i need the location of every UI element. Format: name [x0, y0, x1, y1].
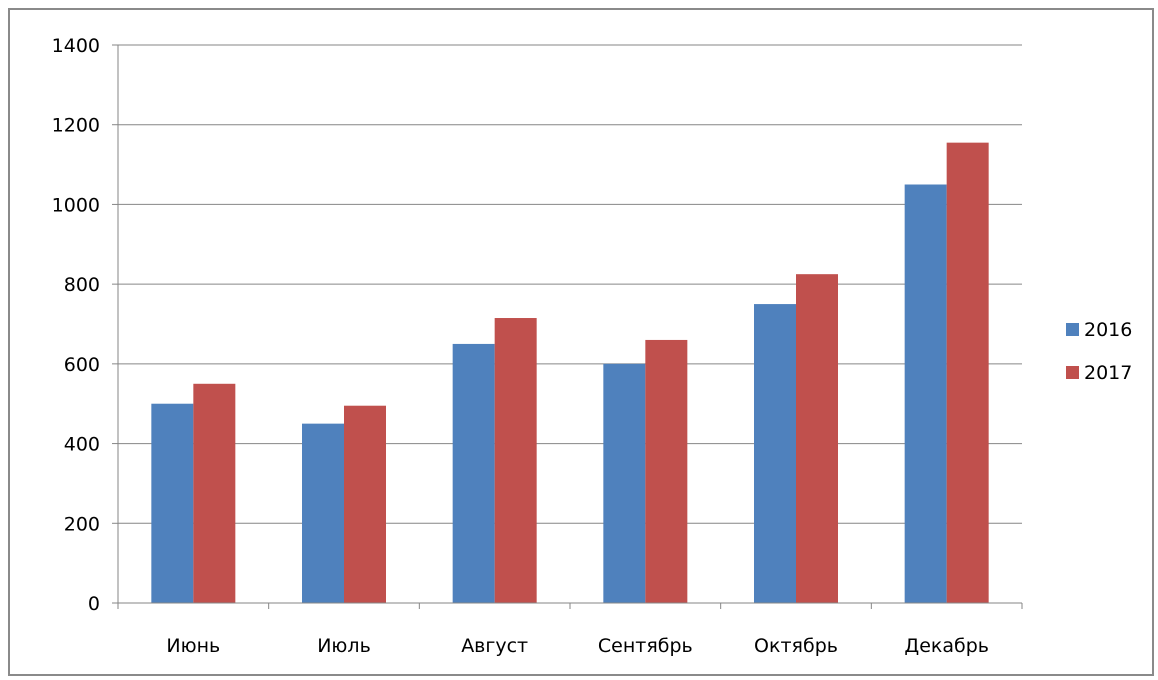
y-tick-label: 1000 [52, 194, 100, 216]
legend-label-2017: 2017 [1084, 362, 1132, 384]
bar-2016-2 [452, 343, 495, 603]
y-tick-label: 1200 [52, 115, 100, 137]
legend-label-2016: 2016 [1084, 319, 1132, 341]
bar-2017-5 [946, 142, 989, 603]
bar-2017-4 [796, 274, 838, 603]
legend-swatch-2017 [1066, 366, 1079, 379]
y-tick-label: 200 [64, 513, 100, 535]
y-tick-label: 1400 [52, 35, 100, 57]
bar-2016-3 [603, 363, 646, 603]
bar-2017-2 [494, 318, 537, 603]
bar-2016-0 [151, 403, 194, 603]
x-tick-label: Октябрь [754, 635, 838, 657]
bar-2016-1 [302, 423, 344, 603]
chart-frame: 0 200 400 600 800 1000 1200 1400 Июнь Июль Август… [8, 8, 1154, 676]
y-tick-label: 800 [64, 274, 100, 296]
bar-2017-1 [344, 405, 386, 603]
bars [151, 142, 989, 603]
axes [112, 44, 1023, 609]
x-tick-label: Июль [317, 635, 371, 657]
bar-2017-3 [645, 339, 688, 603]
y-tick-label: 0 [88, 593, 100, 615]
bar-chart: 0 200 400 600 800 1000 1200 1400 Июнь Июль Август… [52, 35, 1133, 657]
legend: 2016 2017 [1066, 319, 1132, 384]
bar-2017-0 [193, 383, 236, 603]
y-tick-label: 600 [64, 354, 100, 376]
bar-2016-5 [904, 184, 947, 603]
bar-2016-4 [754, 304, 796, 603]
legend-swatch-2016 [1066, 323, 1079, 336]
x-tick-label: Август [461, 635, 528, 657]
y-tick-label: 400 [64, 434, 100, 456]
x-axis-ticks: Июнь Июль Август Сентябрь Октябрь Декабрь [166, 635, 989, 657]
y-axis-ticks: 0 200 400 600 800 1000 1200 1400 [52, 35, 100, 615]
x-tick-label: Июнь [166, 635, 220, 657]
x-tick-label: Декабрь [904, 635, 989, 657]
x-tick-label: Сентябрь [598, 635, 693, 657]
gridlines [118, 44, 1022, 524]
